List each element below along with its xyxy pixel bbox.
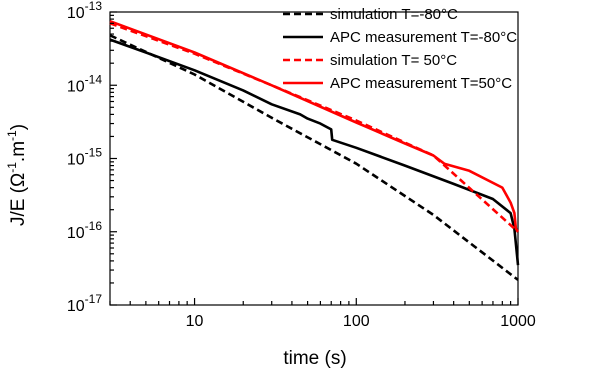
x-tick-label: 1000 xyxy=(500,313,536,330)
y-axis-title-mid: .m xyxy=(8,141,29,162)
series-line-3 xyxy=(109,22,519,233)
y-axis-title-omega: Ω xyxy=(8,173,29,187)
y-axis-title-prefix: J/E ( xyxy=(8,186,29,226)
y-tick-label: 10-13 xyxy=(67,0,102,22)
x-axis-title: time (s) xyxy=(283,348,346,369)
legend-label-4: APC measurement T=50°C xyxy=(330,75,512,92)
series-line-1 xyxy=(109,34,519,281)
y-axis-title-exp2: -1 xyxy=(5,130,19,141)
y-axis-title-exp1: -1 xyxy=(5,162,19,173)
x-tick-label: 10 xyxy=(186,313,204,330)
legend: simulation T=-80°C APC measurement T=-80°… xyxy=(283,6,517,92)
y-axis-title-suffix: ) xyxy=(8,124,29,130)
series-layer xyxy=(109,19,520,281)
axes-layer: 10 100 1000 10-17 10-16 10-15 10-14 10-13 xyxy=(67,0,536,330)
y-axis-title: J/E (Ω-1.m-1) xyxy=(5,124,29,226)
x-tick-label: 100 xyxy=(343,313,370,330)
legend-label-3: simulation T= 50°C xyxy=(330,52,457,69)
y-tick-label: 10-17 xyxy=(67,292,102,315)
y-tick-label: 10-16 xyxy=(67,219,102,242)
legend-label-1: simulation T=-80°C xyxy=(330,6,458,23)
y-tick-label: 10-15 xyxy=(67,146,102,169)
y-tick-label: 10-14 xyxy=(67,72,102,95)
series-line-2 xyxy=(109,38,520,266)
series-line-4 xyxy=(109,19,520,233)
legend-label-2: APC measurement T=-80°C xyxy=(330,29,517,46)
